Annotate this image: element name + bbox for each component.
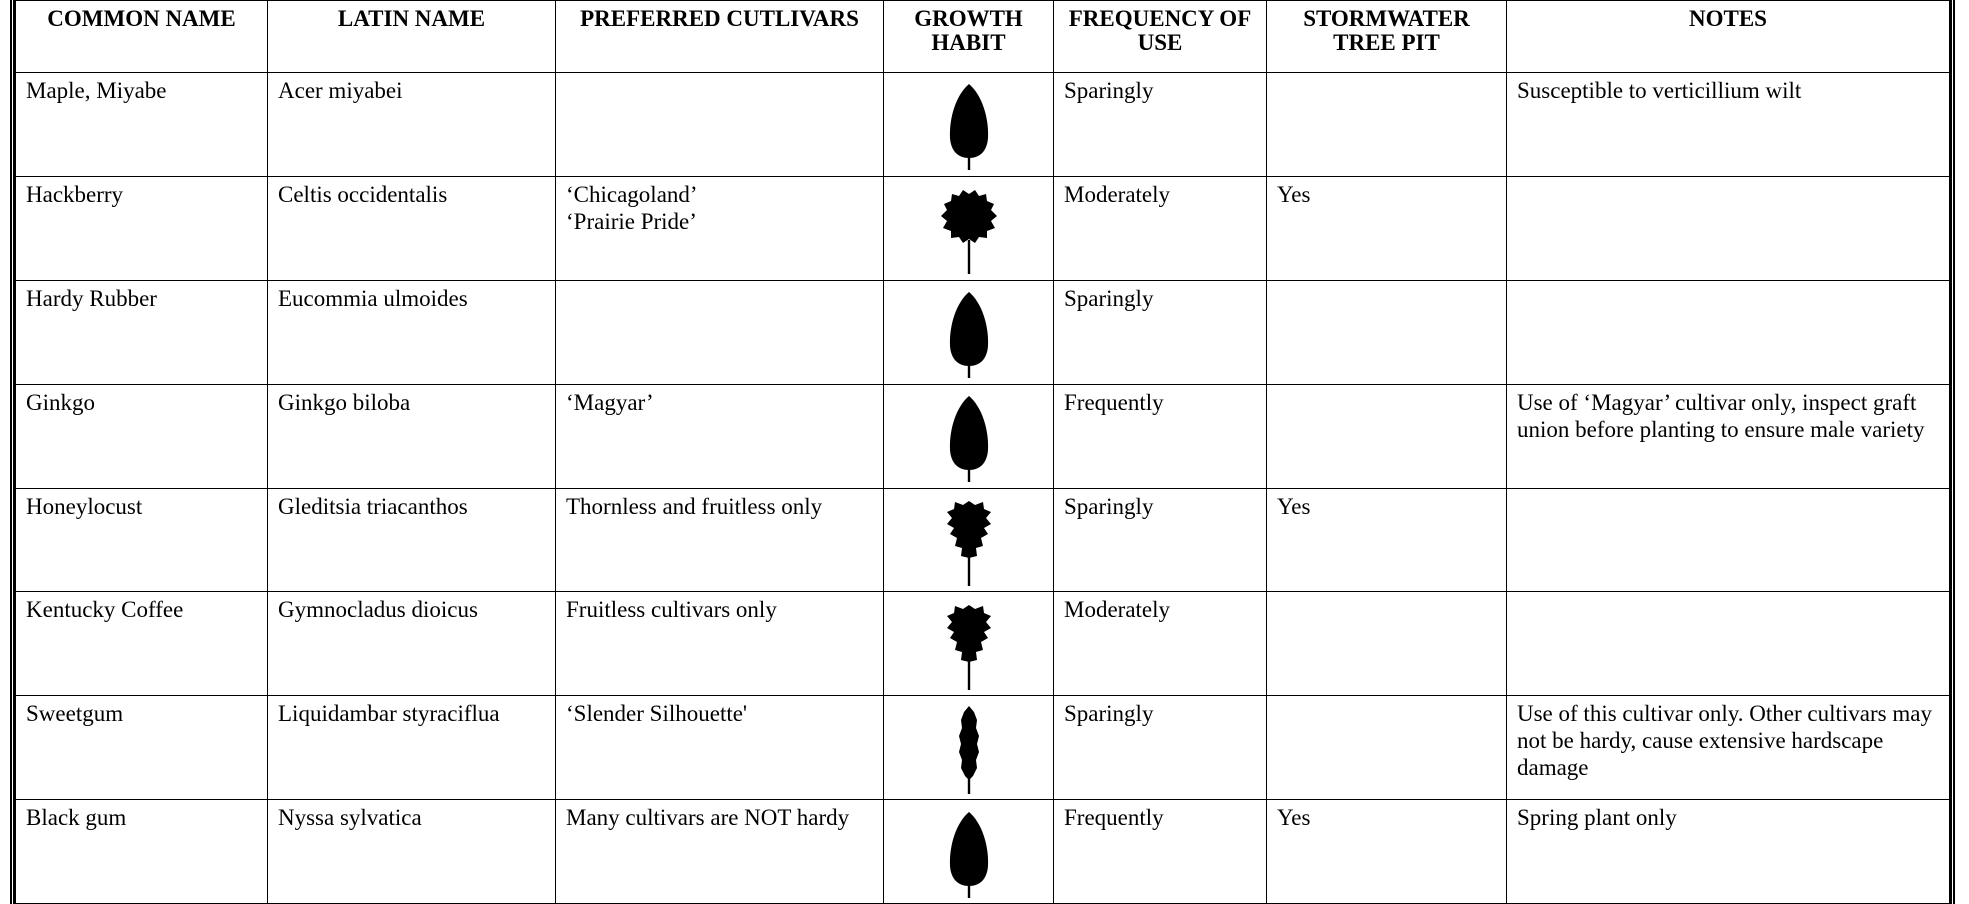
table-row: Honeylocust Gleditsia triacanthos Thornles…: [15, 487, 1950, 593]
tree-icon: [949, 811, 988, 898]
table-cell: Frequently: [1053, 383, 1267, 489]
table-cell: [1266, 383, 1507, 489]
table-cell: Sweetgum: [15, 695, 268, 801]
table-cell: Maple, Miyabe: [15, 72, 268, 177]
table-cell: Sparingly: [1053, 72, 1267, 177]
growth-habit-cell: [883, 72, 1054, 177]
growth-habit-cell: [883, 383, 1054, 489]
table-cell: Honeylocust: [15, 487, 268, 593]
table-cell: Frequently: [1053, 799, 1267, 904]
table-cell: Black gum: [15, 799, 268, 904]
table-cell: Use of this cultivar only. Other cultiva…: [1506, 695, 1950, 801]
tree-icon: [946, 500, 991, 586]
tree-table: COMMON NAME LATIN NAME PREFERRED CUTLIVARS…: [15, 0, 1950, 904]
tree-icon: [949, 396, 988, 483]
column-header: LATIN NAME: [267, 0, 556, 73]
table-cell: Thornless and fruitless only: [555, 487, 884, 593]
table-cell: Hackberry: [15, 175, 268, 281]
table-cell: [1266, 695, 1507, 801]
table-cell: Moderately: [1053, 591, 1267, 697]
table-cell: Eucommia ulmoides: [267, 279, 556, 385]
table-cell: Sparingly: [1053, 487, 1267, 593]
growth-habit-cell: [883, 279, 1054, 385]
table-row: Ginkgo Ginkgo biloba ‘Magyar’ Frequently Use…: [15, 383, 1950, 489]
column-header: STORMWATER TREE PIT: [1266, 0, 1507, 73]
table-cell: Acer miyabei: [267, 72, 556, 177]
table-cell: Hardy Rubber: [15, 279, 268, 385]
table-cell: Nyssa sylvatica: [267, 799, 556, 904]
table-row: Kentucky Coffee Gymnocladus dioicus Fruitl…: [15, 591, 1950, 697]
growth-habit-cell: [883, 175, 1054, 281]
table-row: Hackberry Celtis occidentalis ‘Chicagoland…: [15, 175, 1950, 281]
column-header: FREQUENCY OF USE: [1053, 0, 1267, 73]
table-cell: Sparingly: [1053, 695, 1267, 801]
table-cell: Sparingly: [1053, 279, 1267, 385]
table-cell: Susceptible to verticillium wilt: [1506, 72, 1950, 177]
table-cell: Celtis occidentalis: [267, 175, 556, 281]
column-header: NOTES: [1506, 0, 1950, 73]
table-cell: Fruitless cultivars only: [555, 591, 884, 697]
table-cell: Kentucky Coffee: [15, 591, 268, 697]
table-cell: [1266, 72, 1507, 177]
table-cell: Ginkgo biloba: [267, 383, 556, 489]
table-cell: Yes: [1266, 487, 1507, 593]
growth-habit-cell: [883, 591, 1054, 697]
column-header: COMMON NAME: [15, 0, 268, 73]
tree-icon: [949, 84, 988, 171]
table-cell: Yes: [1266, 175, 1507, 281]
growth-habit-cell: [883, 695, 1054, 801]
table-cell: Liquidambar styraciflua: [267, 695, 556, 801]
table-cell: ‘Chicagoland’ ‘Prairie Pride’: [555, 175, 884, 281]
table-cell: [1506, 487, 1950, 593]
table-frame: COMMON NAME LATIN NAME PREFERRED CUTLIVARS…: [10, 0, 1955, 904]
table-cell: Yes: [1266, 799, 1507, 904]
tree-icon: [958, 705, 979, 794]
table-row: Sweetgum Liquidambar styraciflua ‘Slender …: [15, 695, 1950, 801]
table-cell: [1266, 591, 1507, 697]
table-cell: [1266, 279, 1507, 385]
table-row: Black gum Nyssa sylvatica Many cultivars a…: [15, 799, 1950, 904]
table-row: Maple, Miyabe Acer miyabei Sparingly Suscep…: [15, 72, 1950, 177]
table-cell: [555, 279, 884, 385]
tree-icon: [949, 292, 988, 379]
tree-icon: [940, 190, 997, 275]
table-cell: Many cultivars are NOT hardy: [555, 799, 884, 904]
table-cell: [1506, 175, 1950, 281]
column-header: GROWTH HABIT: [883, 0, 1054, 73]
growth-habit-cell: [883, 487, 1054, 593]
table-cell: Spring plant only: [1506, 799, 1950, 904]
table-row: Hardy Rubber Eucommia ulmoides Sparingly: [15, 279, 1950, 385]
table-body: Maple, Miyabe Acer miyabei Sparingly Suscep…: [15, 72, 1950, 904]
table-cell: Moderately: [1053, 175, 1267, 281]
table-cell: [1506, 279, 1950, 385]
table-cell: Use of ‘Magyar’ cultivar only, inspect g…: [1506, 383, 1950, 489]
table-cell: [1506, 591, 1950, 697]
table-cell: Gymnocladus dioicus: [267, 591, 556, 697]
header-row: COMMON NAME LATIN NAME PREFERRED CUTLIVARS…: [15, 0, 1950, 73]
growth-habit-cell: [883, 799, 1054, 904]
table-cell: ‘Magyar’: [555, 383, 884, 489]
column-header: PREFERRED CUTLIVARS: [555, 0, 884, 73]
table-cell: Ginkgo: [15, 383, 268, 489]
table-cell: ‘Slender Silhouette': [555, 695, 884, 801]
tree-icon: [946, 604, 991, 690]
table-cell: Gleditsia triacanthos: [267, 487, 556, 593]
table-cell: [555, 72, 884, 177]
